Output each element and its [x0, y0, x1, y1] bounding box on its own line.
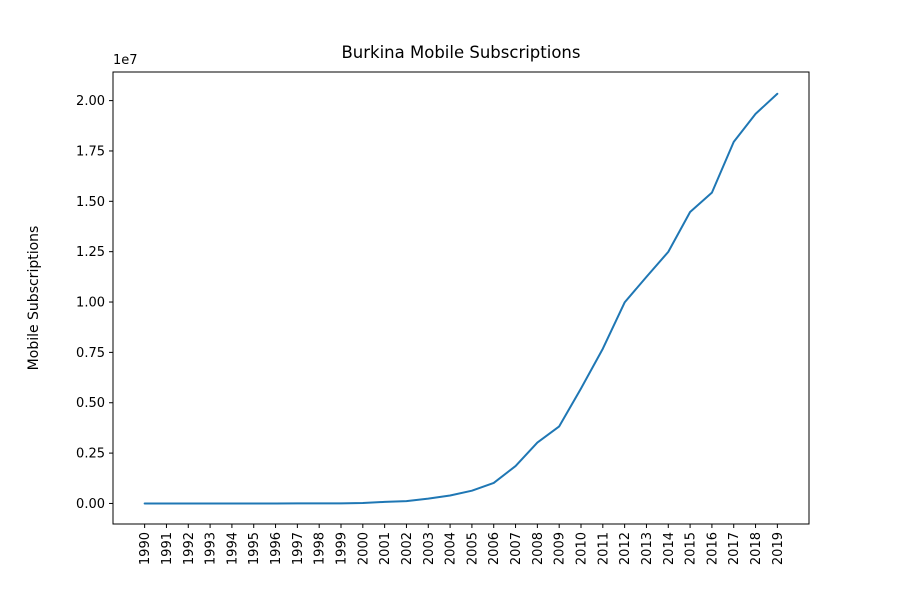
y-axis-offset-label: 1e7 — [113, 53, 138, 68]
x-tick-label: 1991 — [160, 532, 175, 565]
x-tick-label: 2010 — [575, 532, 590, 565]
y-tick-label: 2.00 — [76, 94, 105, 109]
x-tick-label: 2000 — [356, 532, 371, 565]
plot-area: 0.00 0.25 0.50 0.75 1.00 1.25 1.50 1.75 2.00 1990… — [76, 71, 810, 565]
y-tick-label: 1.25 — [76, 245, 105, 260]
x-tick-label: 2003 — [422, 532, 437, 565]
x-tick-label: 2008 — [531, 532, 546, 565]
x-tick-label: 2016 — [705, 532, 720, 565]
x-tick-label: 1994 — [225, 532, 240, 565]
x-tick-label: 1992 — [182, 532, 197, 565]
x-tick-label: 2012 — [618, 532, 633, 565]
axes-frame — [112, 71, 810, 525]
x-tick-label: 2006 — [487, 532, 502, 565]
x-tick-label: 2004 — [444, 532, 459, 565]
x-tick-label: 1998 — [313, 532, 328, 565]
x-tick-label: 2014 — [662, 532, 677, 565]
y-tick-label: 1.00 — [76, 296, 105, 311]
x-tick-label: 1990 — [138, 532, 153, 565]
y-tick-label: 1.50 — [76, 195, 105, 210]
x-tick-label: 2019 — [771, 532, 786, 565]
x-tick-label: 1995 — [247, 532, 262, 565]
y-tick-label: 0.00 — [76, 497, 105, 512]
x-tick-label: 1999 — [335, 532, 350, 565]
x-tick-label: 2002 — [400, 532, 415, 565]
series-line — [143, 92, 779, 505]
chart-title: Burkina Mobile Subscriptions — [341, 43, 580, 62]
x-tick-label: 2018 — [749, 532, 764, 565]
y-axis-label: Mobile Subscriptions — [26, 226, 42, 371]
x-tick-label: 2017 — [727, 532, 742, 565]
y-tick-label: 0.75 — [76, 346, 105, 361]
y-tick-label: 1.75 — [76, 144, 105, 159]
x-tick-label: 2005 — [465, 532, 480, 565]
x-tick-label: 2007 — [509, 532, 524, 565]
x-tick-label: 2015 — [684, 532, 699, 565]
x-tick-label: 2009 — [553, 532, 568, 565]
x-tick-label: 2001 — [378, 532, 393, 565]
y-tick-label: 0.25 — [76, 447, 105, 462]
x-tick-label: 2011 — [596, 532, 611, 565]
x-tick-label: 1993 — [204, 532, 219, 565]
x-tick-label: 1996 — [269, 532, 284, 565]
y-tick-label: 0.50 — [76, 396, 105, 411]
x-tick-label: 2013 — [640, 532, 655, 565]
x-tick-label: 1997 — [291, 532, 306, 565]
